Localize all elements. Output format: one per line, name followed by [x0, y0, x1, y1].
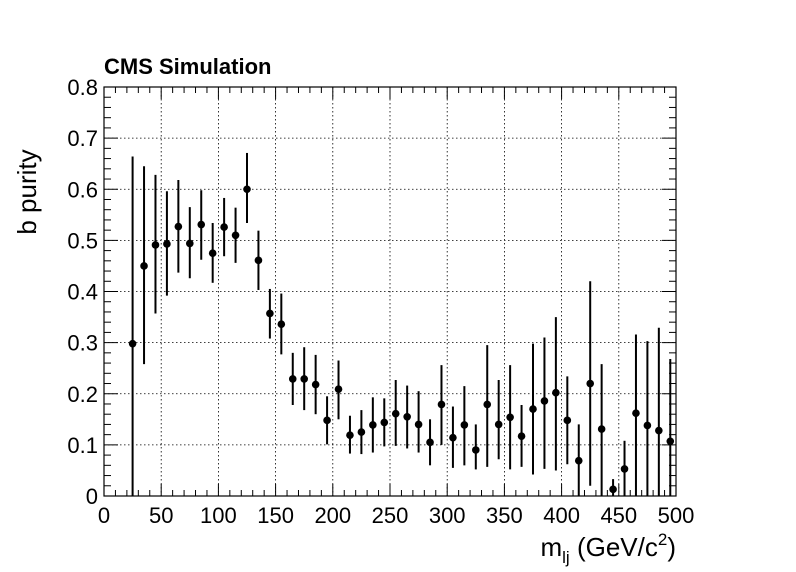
- x-axis-title-unit: (GeV/c: [570, 532, 658, 562]
- x-tick-labels: 0 50 100 150 200 250 300 350 400 450 500: [98, 503, 694, 528]
- data-point: [460, 421, 469, 429]
- data-point: [197, 220, 206, 229]
- data-point: [380, 418, 389, 427]
- data-point: [494, 420, 503, 429]
- data-point: [174, 222, 183, 231]
- data-point: [357, 428, 366, 436]
- y-tick-label: 0.5: [67, 228, 98, 253]
- data-point: [414, 420, 423, 429]
- data-point: [346, 431, 354, 439]
- chart-title: CMS Simulation: [104, 54, 271, 79]
- data-point: [277, 320, 286, 329]
- data-point: [323, 416, 331, 425]
- data-point: [311, 380, 320, 389]
- y-tick-label: 0.3: [67, 331, 98, 356]
- data-point: [220, 223, 228, 231]
- data-point: [597, 425, 606, 433]
- data-point: [391, 409, 400, 418]
- data-point: [574, 456, 583, 465]
- y-tick-label: 0.2: [67, 382, 98, 407]
- data-point: [632, 409, 640, 417]
- data-point: [254, 256, 263, 265]
- data-point: [620, 465, 629, 473]
- y-tick-label: 0.7: [67, 126, 98, 151]
- data-point: [163, 240, 171, 248]
- data-point: [128, 339, 137, 348]
- x-tick-label: 100: [200, 503, 237, 528]
- y-tick-label: 0.8: [67, 75, 98, 100]
- data-point: [655, 426, 663, 435]
- data-point: [208, 249, 217, 257]
- x-tick-label: 300: [429, 503, 466, 528]
- data-point: [609, 485, 617, 494]
- y-tick-labels: 0 0.1 0.2 0.3 0.4 0.5 0.6 0.7 0.8: [67, 75, 98, 509]
- x-axis-title-main: m: [540, 532, 562, 562]
- data-point: [300, 375, 309, 383]
- data-point: [243, 185, 251, 194]
- y-axis-title: b purity: [12, 149, 42, 234]
- x-tick-label: 0: [98, 503, 110, 528]
- x-tick-label: 400: [543, 503, 580, 528]
- data-point: [437, 400, 446, 409]
- x-tick-label: 200: [314, 503, 351, 528]
- x-axis-title: mlj (GeV/c2): [540, 530, 676, 567]
- x-axis-title-sub: lj: [562, 548, 570, 567]
- x-tick-label: 50: [149, 503, 173, 528]
- data-point: [472, 446, 480, 454]
- x-tick-label: 500: [658, 503, 695, 528]
- data-point: [586, 379, 594, 388]
- data-point: [369, 421, 377, 429]
- data-point: [483, 400, 492, 409]
- data-point: [288, 375, 297, 383]
- data-point: [540, 397, 549, 405]
- data-point: [449, 433, 457, 442]
- data-point: [517, 432, 526, 440]
- y-tick-label: 0.1: [67, 433, 98, 458]
- data-points: [128, 152, 675, 496]
- data-point: [266, 309, 274, 318]
- data-point: [529, 405, 537, 413]
- data-point: [643, 421, 652, 430]
- data-point: [140, 262, 148, 270]
- x-tick-label: 150: [257, 503, 294, 528]
- data-point: [186, 239, 194, 248]
- data-point: [666, 437, 675, 446]
- y-tick-label: 0.6: [67, 177, 98, 202]
- data-point: [403, 412, 411, 421]
- x-axis-title-sup: 2: [658, 530, 667, 549]
- data-point: [506, 413, 514, 422]
- x-tick-label: 350: [486, 503, 523, 528]
- data-point: [563, 416, 572, 425]
- data-point: [426, 438, 434, 447]
- x-tick-label: 250: [372, 503, 409, 528]
- data-point: [552, 388, 560, 397]
- grid: [104, 87, 676, 496]
- x-tick-label: 450: [600, 503, 637, 528]
- data-point: [334, 385, 343, 393]
- y-tick-label: 0: [86, 484, 98, 509]
- data-point: [231, 231, 240, 240]
- data-point: [151, 241, 160, 249]
- y-tick-label: 0.4: [67, 280, 98, 305]
- x-axis-title-close: ): [667, 532, 676, 562]
